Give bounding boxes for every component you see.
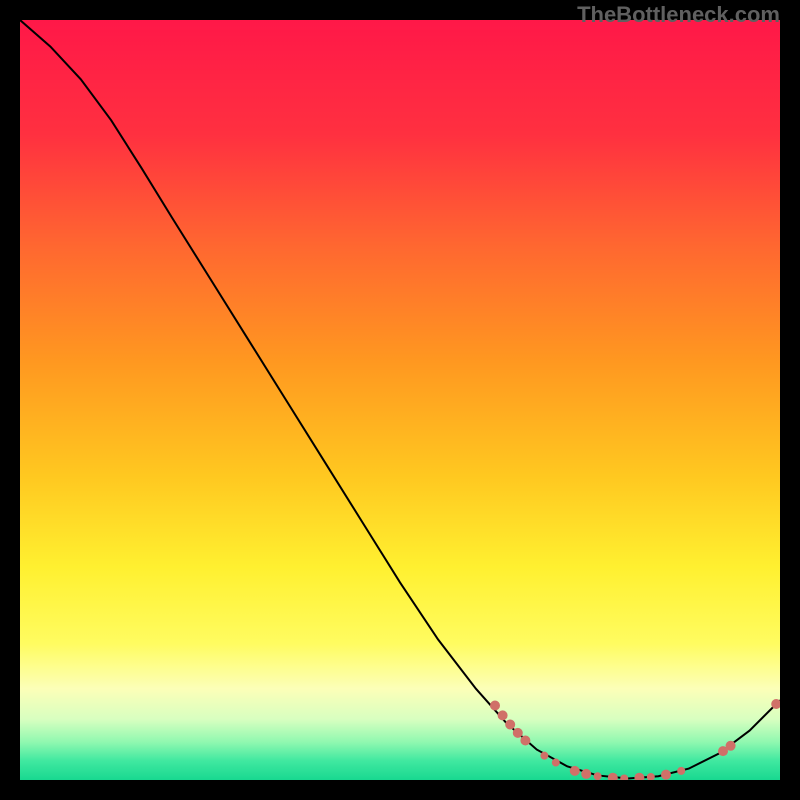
curve-marker bbox=[581, 769, 591, 779]
curve-marker bbox=[505, 720, 515, 730]
curve-marker bbox=[677, 767, 685, 775]
plot-area bbox=[20, 20, 780, 780]
curve-marker bbox=[498, 710, 508, 720]
curve-marker bbox=[520, 735, 530, 745]
curve-marker bbox=[552, 759, 560, 767]
curve-marker bbox=[726, 741, 736, 751]
curve-marker bbox=[513, 728, 523, 738]
curve-marker bbox=[490, 701, 500, 711]
gradient-background bbox=[20, 20, 780, 780]
curve-marker bbox=[594, 772, 602, 780]
curve-marker bbox=[540, 752, 548, 760]
bottleneck-chart bbox=[20, 20, 780, 780]
curve-marker bbox=[661, 770, 671, 780]
curve-marker bbox=[570, 766, 580, 776]
watermark-text: TheBottleneck.com bbox=[577, 2, 780, 28]
